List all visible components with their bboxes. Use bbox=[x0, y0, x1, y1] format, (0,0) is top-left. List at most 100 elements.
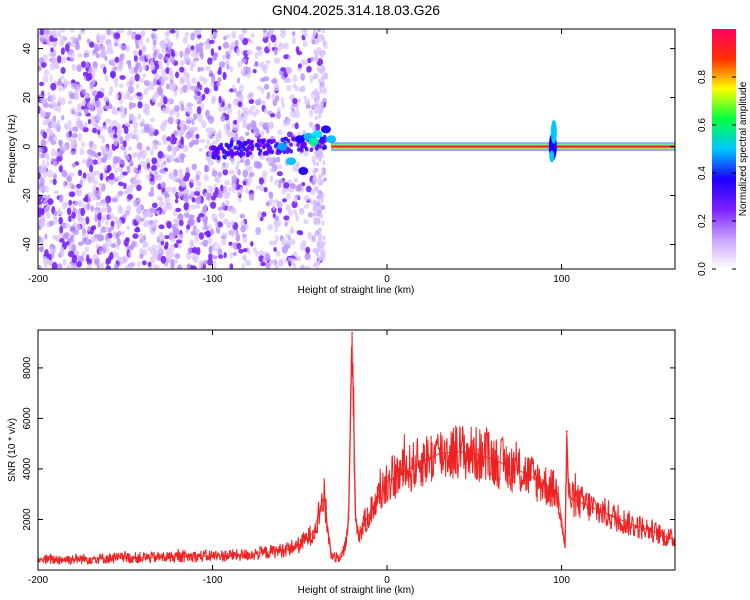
noise-speckle bbox=[303, 194, 310, 202]
noise-speckle bbox=[265, 253, 271, 262]
noise-speckle bbox=[86, 38, 91, 44]
noise-speckle bbox=[113, 77, 119, 84]
noise-speckle bbox=[314, 261, 317, 267]
noise-speckle bbox=[83, 52, 90, 58]
noise-speckle bbox=[316, 188, 320, 194]
noise-speckle bbox=[69, 225, 76, 233]
noise-speckle bbox=[149, 61, 155, 69]
y-tick-label: 40 bbox=[22, 43, 33, 55]
noise-speckle bbox=[58, 165, 63, 173]
noise-speckle bbox=[194, 53, 199, 58]
noise-speckle bbox=[255, 185, 261, 190]
noise-speckle bbox=[118, 83, 124, 89]
signal-speckle bbox=[241, 144, 245, 150]
noise-speckle bbox=[312, 126, 316, 132]
noise-speckle bbox=[226, 119, 231, 125]
noise-speckle bbox=[300, 265, 306, 269]
noise-speckle bbox=[228, 241, 233, 246]
noise-speckle bbox=[180, 136, 184, 145]
signal-speckle bbox=[318, 144, 323, 149]
noise-speckle bbox=[191, 77, 197, 84]
noise-speckle bbox=[320, 205, 326, 210]
noise-speckle bbox=[245, 187, 249, 194]
noise-speckle bbox=[74, 188, 79, 195]
noise-speckle bbox=[53, 190, 60, 195]
noise-speckle bbox=[39, 108, 44, 114]
noise-speckle bbox=[229, 65, 234, 73]
noise-speckle bbox=[57, 207, 62, 215]
noise-speckle bbox=[139, 55, 144, 62]
noise-speckle bbox=[268, 259, 274, 266]
noise-speckle bbox=[38, 57, 41, 62]
figure-title: GN04.2025.314.18.03.G26 bbox=[272, 2, 440, 18]
noise-speckle bbox=[46, 160, 50, 168]
noise-speckle bbox=[161, 182, 166, 189]
noise-speckle bbox=[286, 84, 292, 92]
noise-speckle bbox=[218, 211, 225, 219]
noise-speckle bbox=[320, 196, 324, 202]
noise-speckle bbox=[317, 204, 321, 210]
noise-speckle bbox=[228, 169, 235, 175]
noise-speckle bbox=[150, 148, 154, 156]
noise-speckle bbox=[91, 69, 96, 78]
noise-speckle bbox=[87, 118, 92, 125]
noise-speckle bbox=[92, 159, 99, 165]
noise-speckle bbox=[314, 91, 318, 97]
signal-speckle bbox=[257, 138, 261, 144]
noise-speckle bbox=[72, 126, 79, 132]
noise-speckle bbox=[303, 203, 310, 209]
noise-speckle bbox=[321, 75, 325, 81]
noise-speckle bbox=[316, 266, 319, 269]
noise-speckle bbox=[274, 215, 280, 221]
noise-speckle bbox=[169, 29, 176, 34]
signal-speckle bbox=[292, 137, 296, 142]
noise-speckle bbox=[293, 251, 298, 257]
noise-speckle bbox=[314, 115, 318, 121]
noise-speckle bbox=[68, 199, 72, 206]
spectrogram-x-label: Height of straight line (km) bbox=[298, 285, 415, 296]
noise-speckle bbox=[92, 143, 97, 151]
signal-speckle bbox=[212, 155, 217, 160]
signal-speckle bbox=[283, 136, 287, 142]
noise-speckle bbox=[151, 29, 158, 32]
signal-speckle bbox=[322, 144, 327, 149]
noise-speckle bbox=[255, 250, 259, 257]
noise-speckle bbox=[315, 249, 319, 255]
snr-point bbox=[421, 460, 423, 463]
colorbar-ticks: 0.0 0.2 0.4 0.6 0.8 bbox=[697, 70, 736, 276]
noise-speckle bbox=[50, 47, 54, 53]
noise-speckle bbox=[316, 58, 324, 67]
noise-speckle bbox=[98, 44, 105, 51]
noise-speckle bbox=[269, 167, 276, 173]
noise-speckle bbox=[49, 246, 54, 254]
noise-speckle bbox=[165, 56, 169, 61]
disturbance-spike bbox=[549, 150, 555, 163]
noise-speckle bbox=[117, 204, 123, 211]
noise-speckle bbox=[268, 121, 274, 130]
noise-speckle bbox=[71, 163, 77, 168]
noise-speckle bbox=[293, 197, 298, 203]
noise-speckle bbox=[320, 50, 324, 56]
signal-speckle bbox=[221, 148, 226, 154]
noise-speckle bbox=[313, 207, 317, 213]
noise-speckle bbox=[51, 56, 57, 65]
noise-speckle bbox=[270, 34, 277, 43]
noise-speckle bbox=[160, 162, 165, 169]
noise-speckle bbox=[318, 149, 322, 155]
snr-point bbox=[330, 554, 333, 556]
noise-speckle bbox=[142, 260, 147, 266]
noise-speckle bbox=[98, 37, 105, 44]
noise-speckle bbox=[242, 248, 248, 253]
noise-speckle bbox=[209, 127, 215, 135]
snr-point bbox=[344, 546, 347, 549]
noise-speckle bbox=[174, 253, 181, 259]
noise-speckle bbox=[271, 93, 276, 100]
noise-speckle bbox=[301, 29, 307, 34]
noise-speckle bbox=[307, 57, 312, 64]
noise-speckle bbox=[318, 67, 322, 73]
noise-speckle bbox=[283, 182, 290, 189]
noise-speckle bbox=[178, 168, 183, 174]
noise-speckle bbox=[314, 230, 318, 236]
noise-speckle bbox=[146, 162, 151, 170]
signal-speckle bbox=[254, 142, 259, 148]
